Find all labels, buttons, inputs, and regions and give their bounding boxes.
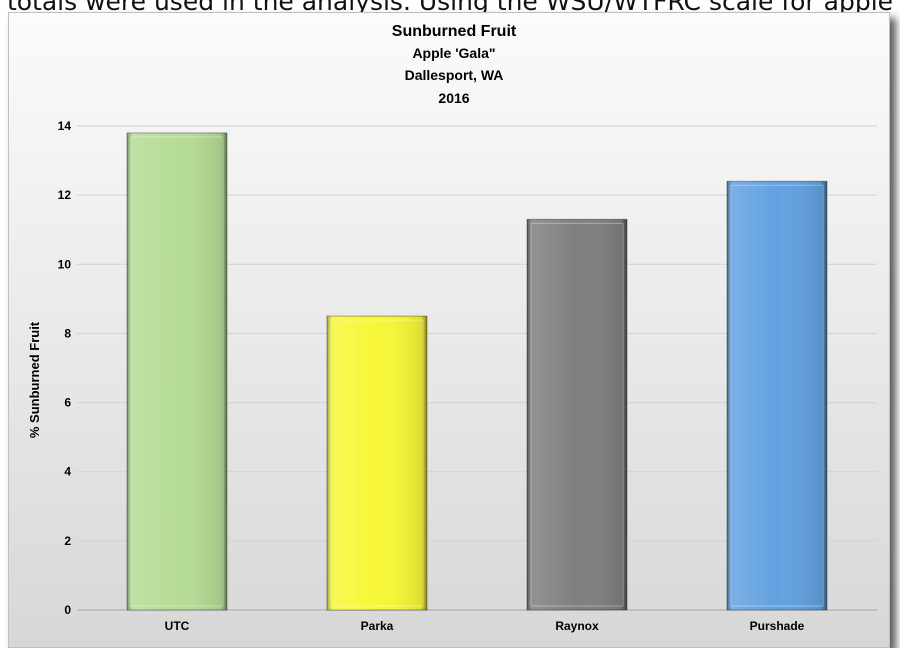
bar-utc <box>126 132 228 611</box>
bar-bevel <box>527 219 627 611</box>
y-tick-label: 6 <box>64 396 71 410</box>
chart-title-line-1: Sunburned Fruit <box>392 23 517 40</box>
bar-parka <box>326 315 428 611</box>
bar-purshade <box>726 180 828 611</box>
chart-title-line-4: 2016 <box>438 90 469 106</box>
chart-title-line-2: Apple 'Gala" <box>412 45 495 61</box>
bar-chart: Sunburned Fruit Apple 'Gala" Dallesport, W… <box>27 23 877 633</box>
bar-bevel <box>127 132 227 610</box>
y-tick-label: 0 <box>64 603 71 617</box>
x-tick-label: Raynox <box>555 619 599 633</box>
chart-title-line-3: Dallesport, WA <box>405 67 504 83</box>
bar-bevel <box>727 181 827 611</box>
x-tick-label: Parka <box>361 619 394 633</box>
y-axis-title: % Sunburned Fruit <box>27 321 42 438</box>
chart-area: Sunburned Fruit Apple 'Gala" Dallesport, W… <box>8 12 890 648</box>
bar-bevel <box>327 316 427 610</box>
y-tick-label: 2 <box>64 534 71 548</box>
y-tick-label: 4 <box>64 465 71 479</box>
y-tick-label: 14 <box>58 119 72 133</box>
x-tick-label: Purshade <box>750 619 805 633</box>
bar-raynox <box>526 218 628 611</box>
bar-highlight <box>730 184 824 607</box>
bar-highlight <box>130 136 224 607</box>
bar-highlight <box>330 319 424 607</box>
y-tick-label: 10 <box>58 257 72 271</box>
y-tick-label: 12 <box>58 188 72 202</box>
bar-highlight <box>530 222 624 607</box>
y-tick-label: 8 <box>64 326 71 340</box>
x-tick-label: UTC <box>165 619 190 633</box>
